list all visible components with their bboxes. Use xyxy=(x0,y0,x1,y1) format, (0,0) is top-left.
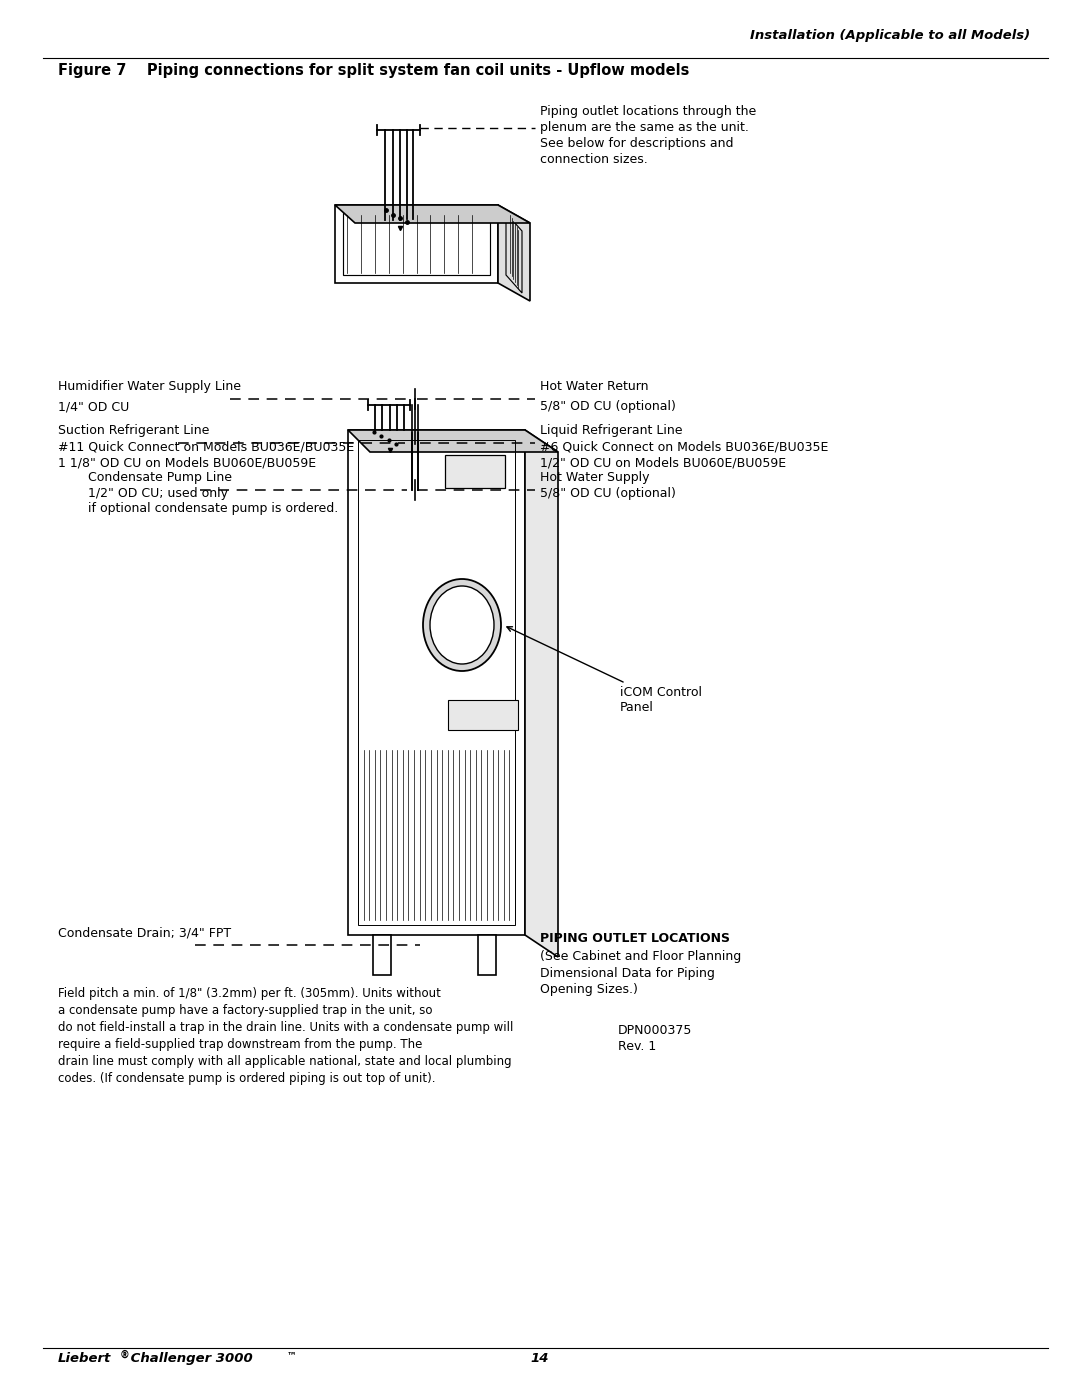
Text: See below for descriptions and: See below for descriptions and xyxy=(540,137,733,149)
Text: iCOM Control
Panel: iCOM Control Panel xyxy=(507,627,702,714)
Text: Dimensional Data for Piping: Dimensional Data for Piping xyxy=(540,967,715,981)
Text: do not field-install a trap in the drain line. Units with a condensate pump will: do not field-install a trap in the drain… xyxy=(58,1021,513,1034)
Text: 1/2" OD CU; used only: 1/2" OD CU; used only xyxy=(87,488,228,500)
Text: require a field-supplied trap downstream from the pump. The: require a field-supplied trap downstream… xyxy=(58,1038,422,1051)
Text: Condensate Drain; 3/4" FPT: Condensate Drain; 3/4" FPT xyxy=(58,926,231,939)
Text: #11 Quick Connect on Models BU036E/BU035E: #11 Quick Connect on Models BU036E/BU035… xyxy=(58,441,354,454)
Polygon shape xyxy=(478,935,496,975)
Polygon shape xyxy=(498,205,530,300)
Polygon shape xyxy=(373,935,391,975)
Ellipse shape xyxy=(430,585,494,664)
Text: ®: ® xyxy=(120,1350,130,1361)
Text: (See Cabinet and Floor Planning: (See Cabinet and Floor Planning xyxy=(540,950,741,963)
Text: Suction Refrigerant Line: Suction Refrigerant Line xyxy=(58,425,210,437)
Text: Challenger 3000: Challenger 3000 xyxy=(126,1352,253,1365)
Polygon shape xyxy=(525,430,558,957)
Text: 5/8" OD CU (optional): 5/8" OD CU (optional) xyxy=(540,400,676,414)
Text: #6 Quick Connect on Models BU036E/BU035E: #6 Quick Connect on Models BU036E/BU035E xyxy=(540,441,828,454)
Polygon shape xyxy=(335,205,498,284)
Text: Figure 7    Piping connections for split system fan coil units - Upflow models: Figure 7 Piping connections for split sy… xyxy=(58,63,689,78)
Polygon shape xyxy=(348,430,525,935)
Text: Opening Sizes.): Opening Sizes.) xyxy=(540,983,638,996)
Text: plenum are the same as the unit.: plenum are the same as the unit. xyxy=(540,122,748,134)
Text: 1/2" OD CU on Models BU060E/BU059E: 1/2" OD CU on Models BU060E/BU059E xyxy=(540,455,786,469)
Text: 1 1/8" OD CU on Models BU060E/BU059E: 1 1/8" OD CU on Models BU060E/BU059E xyxy=(58,455,316,469)
Text: Rev. 1: Rev. 1 xyxy=(618,1039,657,1053)
Text: if optional condensate pump is ordered.: if optional condensate pump is ordered. xyxy=(87,502,338,515)
Ellipse shape xyxy=(423,578,501,671)
Text: Humidifier Water Supply Line: Humidifier Water Supply Line xyxy=(58,380,241,393)
Text: Installation (Applicable to all Models): Installation (Applicable to all Models) xyxy=(750,29,1030,42)
Text: drain line must comply with all applicable national, state and local plumbing: drain line must comply with all applicab… xyxy=(58,1055,512,1067)
Text: Liebert: Liebert xyxy=(58,1352,111,1365)
Polygon shape xyxy=(335,205,530,224)
Text: a condensate pump have a factory-supplied trap in the unit, so: a condensate pump have a factory-supplie… xyxy=(58,1004,432,1017)
Text: 5/8" OD CU (optional): 5/8" OD CU (optional) xyxy=(540,488,676,500)
Text: Liquid Refrigerant Line: Liquid Refrigerant Line xyxy=(540,425,683,437)
Text: 14: 14 xyxy=(530,1352,550,1365)
Text: connection sizes.: connection sizes. xyxy=(540,154,648,166)
Text: Field pitch a min. of 1/8" (3.2mm) per ft. (305mm). Units without: Field pitch a min. of 1/8" (3.2mm) per f… xyxy=(58,988,441,1000)
Text: Hot Water Return: Hot Water Return xyxy=(540,380,648,393)
Text: DPN000375: DPN000375 xyxy=(618,1024,692,1037)
Text: Condensate Pump Line: Condensate Pump Line xyxy=(87,471,232,483)
Text: ™: ™ xyxy=(287,1350,297,1361)
Text: PIPING OUTLET LOCATIONS: PIPING OUTLET LOCATIONS xyxy=(540,932,730,944)
Polygon shape xyxy=(448,700,518,731)
Polygon shape xyxy=(445,455,505,488)
Text: Hot Water Supply: Hot Water Supply xyxy=(540,471,649,483)
Text: codes. (If condensate pump is ordered piping is out top of unit).: codes. (If condensate pump is ordered pi… xyxy=(58,1071,435,1085)
Text: Piping outlet locations through the: Piping outlet locations through the xyxy=(540,105,756,117)
Polygon shape xyxy=(348,430,558,453)
Text: 1/4" OD CU: 1/4" OD CU xyxy=(58,400,130,414)
